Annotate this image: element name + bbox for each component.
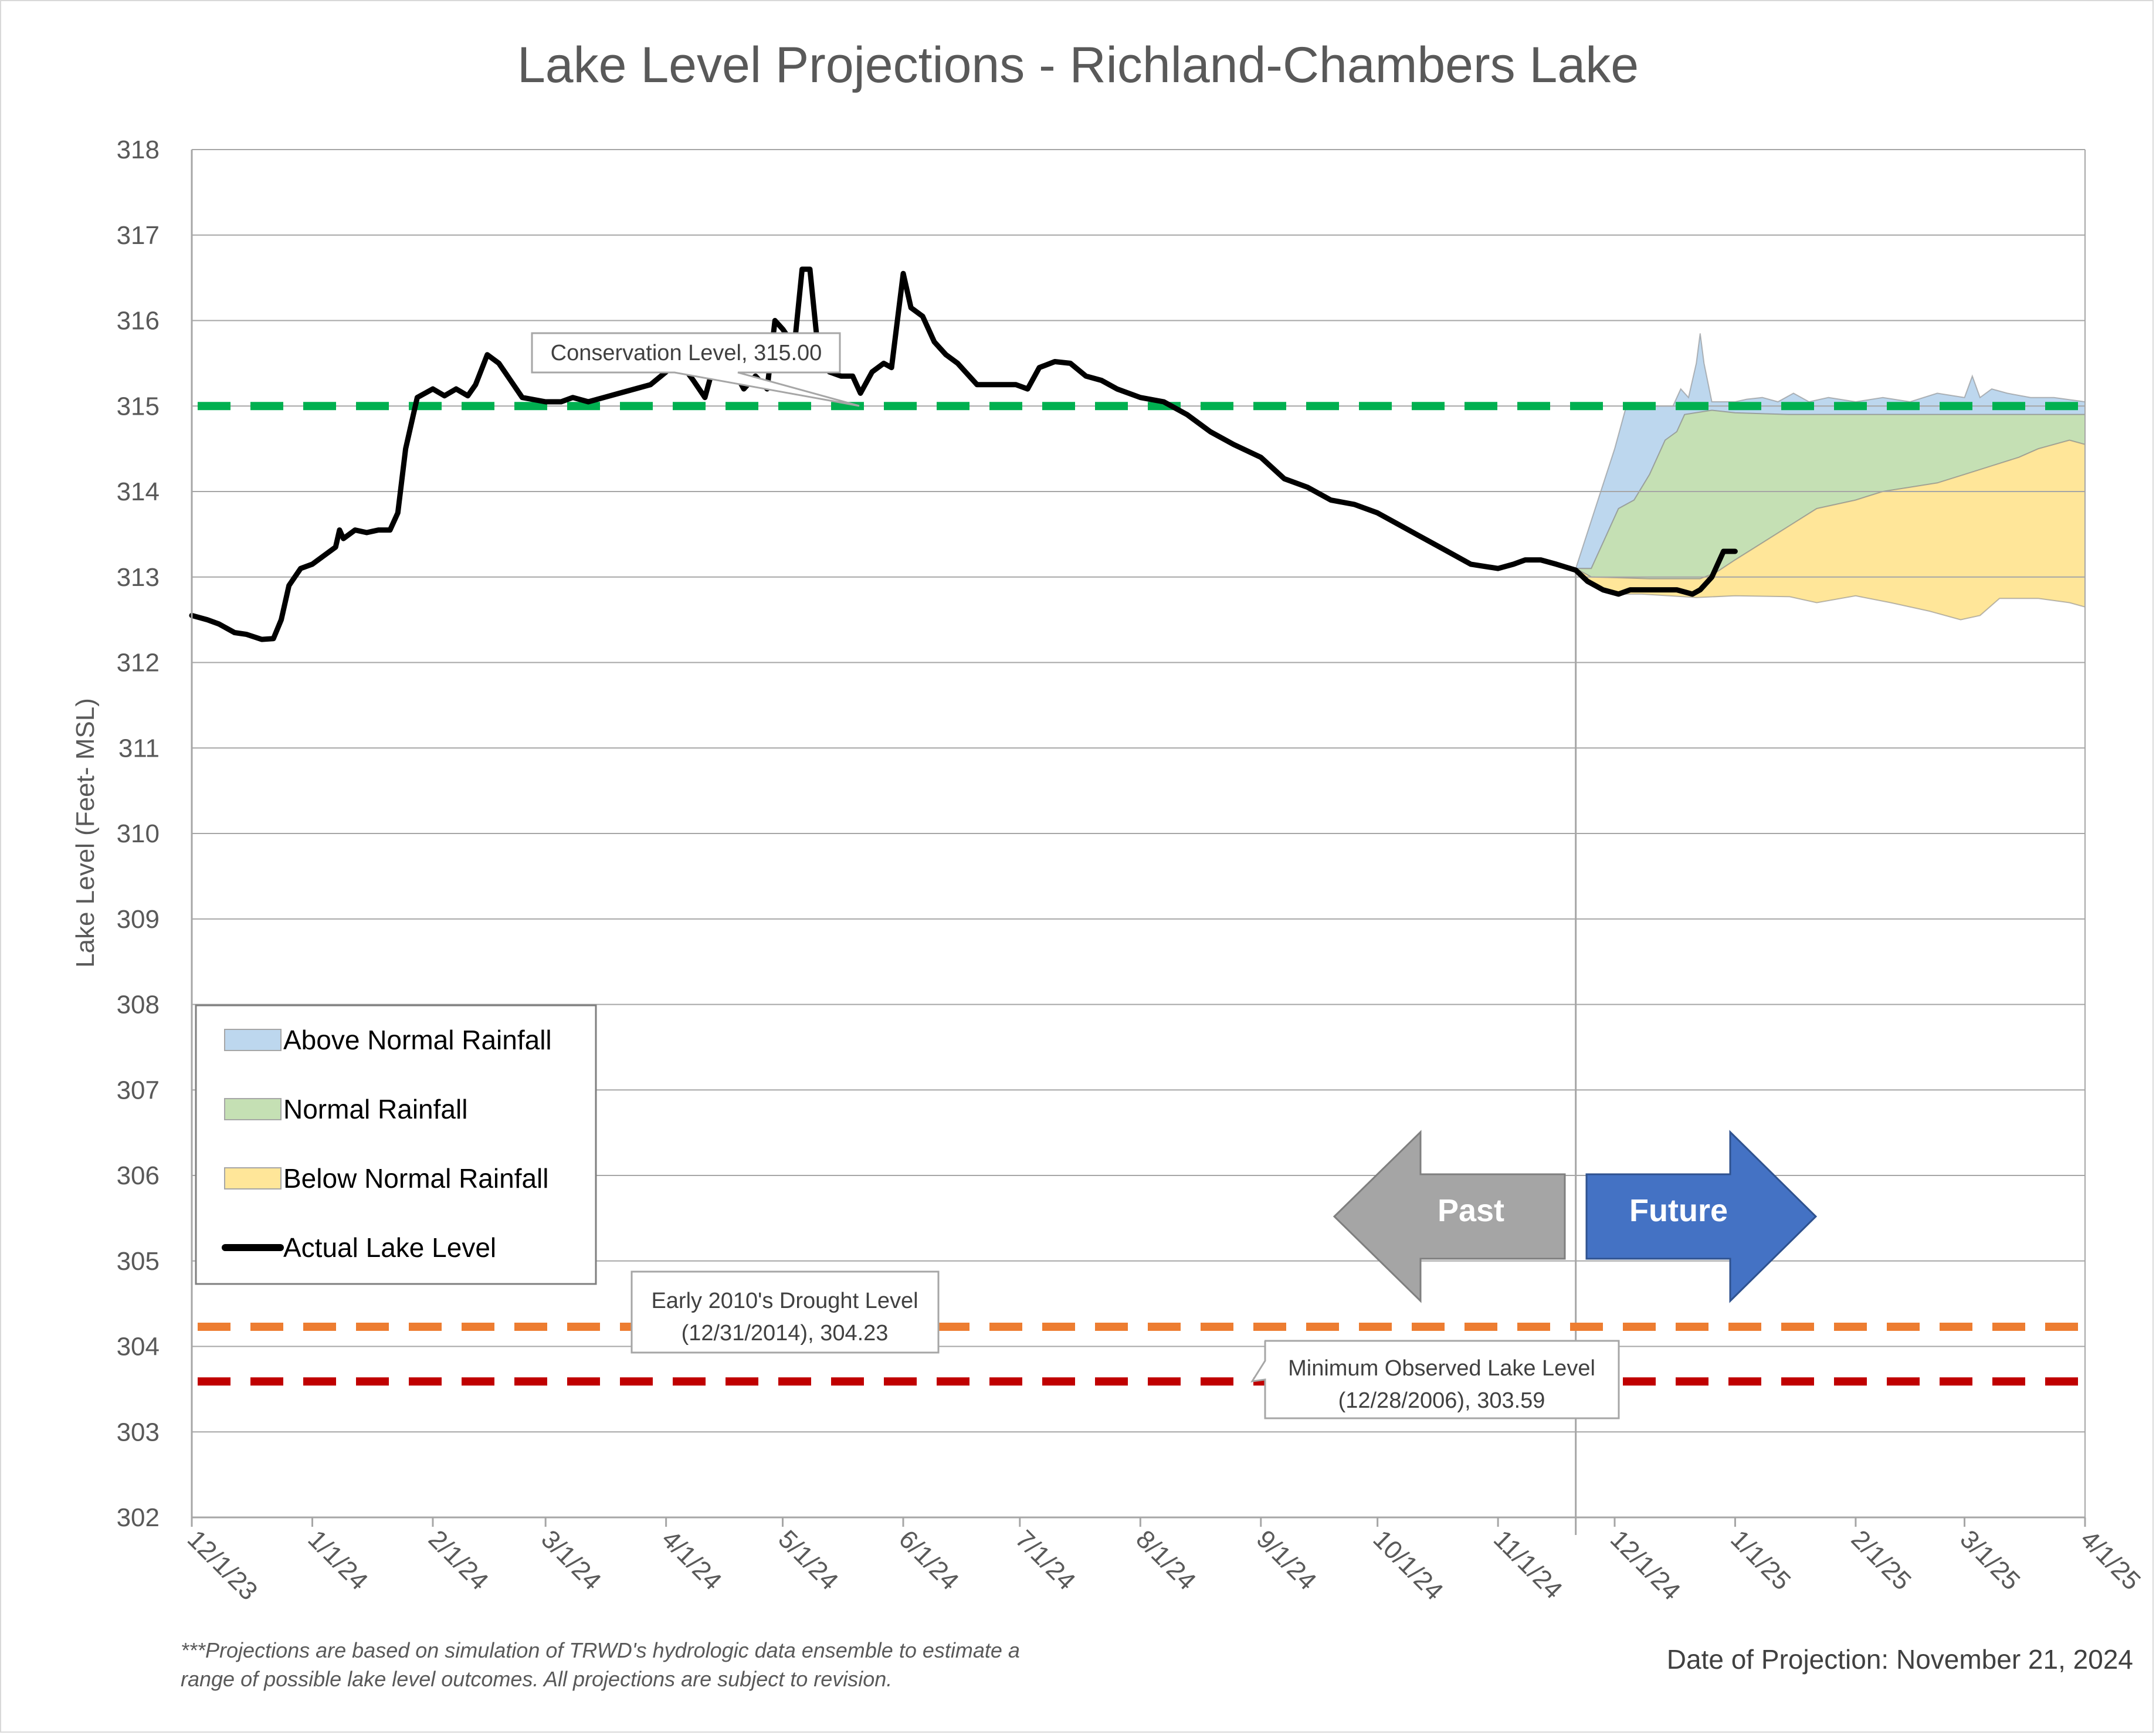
legend-label-above: Above Normal Rainfall xyxy=(283,1025,552,1055)
x-tick-label: 5/1/24 xyxy=(772,1524,843,1595)
y-tick-label: 311 xyxy=(118,734,160,763)
conservation-callout-box xyxy=(531,332,860,407)
past-arrow-label: Past xyxy=(1438,1193,1504,1228)
annotations: Conservation Level, 315.00 Early 2010's … xyxy=(531,332,1620,1419)
projection-bands xyxy=(1575,333,2086,621)
actual-lake-level-line xyxy=(189,266,1738,642)
x-tick-label: 9/1/24 xyxy=(1251,1524,1322,1595)
future-arrow-label: Future xyxy=(1629,1193,1728,1228)
drought-callout-box xyxy=(630,1270,940,1354)
x-tick-label: 3/1/24 xyxy=(535,1524,606,1595)
x-tick-label: 7/1/24 xyxy=(1010,1524,1081,1595)
y-tick-label: 302 xyxy=(117,1503,160,1532)
conservation-level-label: Conservation Level, 315.00 xyxy=(551,341,822,365)
y-tick-label: 303 xyxy=(117,1418,160,1446)
future-arrow-shape xyxy=(1585,1130,1818,1303)
y-tick-label: 305 xyxy=(117,1247,160,1276)
y-tick-label: 312 xyxy=(117,649,160,677)
drought-level-label-line1: Early 2010's Drought Level xyxy=(651,1289,918,1313)
y-tick-label: 318 xyxy=(117,135,160,164)
x-tick-label: 12/1/24 xyxy=(1605,1524,1686,1605)
footnote-line-2: range of possible lake level outcomes. A… xyxy=(181,1667,892,1691)
x-tick-label: 2/1/25 xyxy=(1846,1524,1917,1595)
y-tick-label: 314 xyxy=(117,477,160,506)
past-arrow: Past xyxy=(1333,1130,1566,1303)
y-tick-label: 308 xyxy=(117,991,160,1019)
legend-swatch-below xyxy=(224,1167,282,1190)
x-tick-label: 10/1/24 xyxy=(1368,1524,1449,1605)
y-tick-label: 316 xyxy=(117,307,160,336)
y-tick-label: 313 xyxy=(117,563,160,592)
footnote-line-1: ***Projections are based on simulation o… xyxy=(181,1638,1020,1662)
x-tick-label: 4/1/25 xyxy=(2075,1524,2146,1595)
conservation-callout: Conservation Level, 315.00 xyxy=(531,332,860,407)
past-arrow-shape xyxy=(1333,1130,1566,1303)
x-tick-label: 12/1/23 xyxy=(182,1524,263,1605)
legend-box xyxy=(195,1004,597,1285)
drought-callout: Early 2010's Drought Level (12/31/2014),… xyxy=(630,1270,940,1354)
x-tick-label: 2/1/24 xyxy=(423,1524,494,1595)
minimum-callout-box xyxy=(1250,1340,1620,1419)
y-tick-label: 317 xyxy=(117,221,160,250)
x-tick-label: 3/1/25 xyxy=(1954,1524,2025,1595)
legend-label-normal: Normal Rainfall xyxy=(283,1094,467,1124)
x-tick-label: 1/1/25 xyxy=(1725,1524,1796,1595)
y-axis-label: Lake Level (Feet- MSL) xyxy=(71,698,100,968)
minimum-level-label-line2: (12/28/2006), 303.59 xyxy=(1338,1388,1545,1413)
y-tick-label: 307 xyxy=(117,1076,160,1104)
y-tick-label: 315 xyxy=(117,392,160,421)
legend-label-below: Below Normal Rainfall xyxy=(283,1163,549,1194)
x-tick-label: 1/1/24 xyxy=(302,1524,373,1595)
chart-title: Lake Level Projections - Richland-Chambe… xyxy=(517,37,1639,93)
x-tick-label: 8/1/24 xyxy=(1130,1524,1201,1595)
y-tick-label: 306 xyxy=(117,1161,160,1190)
legend-swatch-above xyxy=(224,1029,282,1051)
y-tick-label: 309 xyxy=(117,905,160,934)
x-tick-label: 4/1/24 xyxy=(656,1524,727,1595)
legend: Above Normal Rainfall Normal Rainfall Belo… xyxy=(195,1004,597,1285)
minimum-level-label-line1: Minimum Observed Lake Level xyxy=(1288,1356,1595,1381)
y-tick-label: 304 xyxy=(117,1333,160,1361)
legend-swatch-normal xyxy=(224,1098,282,1120)
actual-lake-level-layer xyxy=(189,266,1738,642)
projection-date-text: Date of Projection: November 21, 2024 xyxy=(1667,1644,2133,1675)
legend-label-actual: Actual Lake Level xyxy=(283,1232,496,1263)
y-tick-label: 310 xyxy=(117,819,160,848)
x-tick-label: 6/1/24 xyxy=(893,1524,964,1595)
future-arrow: Future xyxy=(1585,1130,1818,1303)
minimum-callout: Minimum Observed Lake Level (12/28/2006)… xyxy=(1250,1340,1620,1419)
x-tick-label: 11/1/24 xyxy=(1488,1524,1568,1604)
drought-level-label-line2: (12/31/2014), 304.23 xyxy=(682,1321,889,1346)
